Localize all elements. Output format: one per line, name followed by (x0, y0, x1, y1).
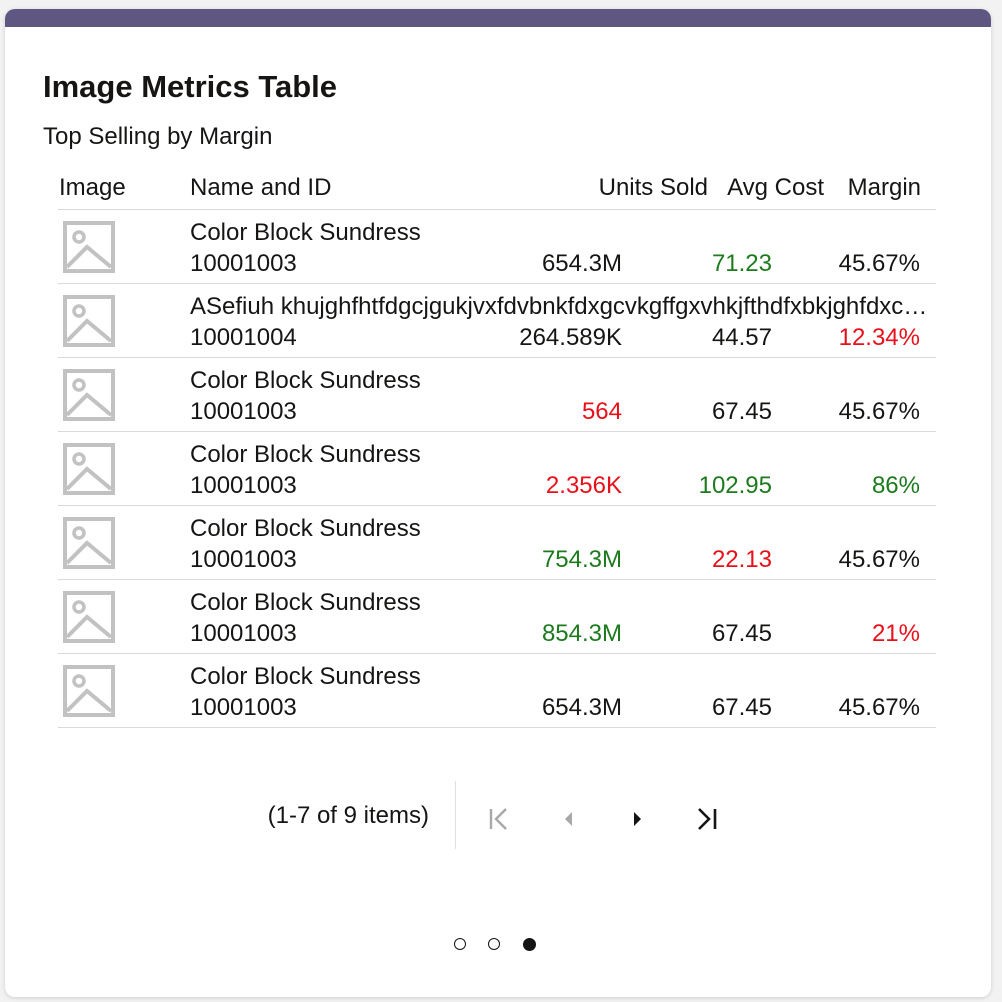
product-id: 10001004 (190, 324, 297, 351)
next-page-icon (634, 812, 641, 826)
units-sold-value: 854.3M (541, 620, 622, 647)
pagination-info: (1-7 of 9 items) (267, 802, 429, 829)
image-placeholder-icon (63, 443, 115, 495)
image-placeholder-icon (63, 221, 115, 273)
units-sold-value: 654.3M (541, 250, 622, 277)
product-name: Color Block Sundress (190, 219, 421, 246)
last-page-icon (698, 808, 717, 830)
margin-value: 21% (871, 620, 920, 647)
table-row[interactable]: Color Block Sundress 10001003 754.3M 22.13 4… (58, 506, 936, 580)
pagination-divider (455, 781, 456, 849)
avg-cost-value: 102.95 (698, 472, 772, 499)
table-header: Image Name and ID Units Sold Avg Cost Ma… (58, 169, 936, 210)
column-header-avg-cost: Avg Cost (727, 174, 824, 201)
previous-page-icon (565, 812, 572, 826)
margin-value: 12.34% (838, 324, 920, 351)
product-id: 10001003 (190, 694, 297, 721)
avg-cost-value: 67.45 (711, 398, 772, 425)
last-page-button[interactable] (689, 801, 725, 837)
margin-value: 45.67% (838, 250, 920, 277)
margin-value: 45.67% (838, 398, 920, 425)
avg-cost-value: 22.13 (711, 546, 772, 573)
card-header-band (5, 9, 991, 27)
carousel-dot[interactable] (454, 938, 466, 950)
avg-cost-value: 67.45 (711, 694, 772, 721)
product-id: 10001003 (190, 620, 297, 647)
image-placeholder-icon (63, 369, 115, 421)
column-header-name: Name and ID (190, 174, 332, 201)
avg-cost-value: 44.57 (711, 324, 772, 351)
product-name: ASefiuh khujghfhtfdgcjgukjvxfdvbnkfdxgcv… (190, 293, 930, 320)
previous-page-button[interactable] (551, 801, 587, 837)
carousel-dot[interactable] (488, 938, 500, 950)
avg-cost-value: 71.23 (711, 250, 772, 277)
image-placeholder-icon (63, 295, 115, 347)
table-row[interactable]: Color Block Sundress 10001003 654.3M 67.45 4… (58, 654, 936, 728)
first-page-icon (489, 808, 507, 830)
metrics-card: Image Metrics Table Top Selling by Margi… (5, 9, 991, 997)
product-name: Color Block Sundress (190, 441, 421, 468)
product-id: 10001003 (190, 250, 297, 277)
product-name: Color Block Sundress (190, 515, 421, 542)
first-page-button[interactable] (481, 801, 517, 837)
avg-cost-value: 67.45 (711, 620, 772, 647)
margin-value: 45.67% (838, 546, 920, 573)
pagination: (1-7 of 9 items) (5, 781, 991, 851)
card-subtitle: Top Selling by Margin (43, 123, 273, 150)
product-name: Color Block Sundress (190, 589, 421, 616)
product-name: Color Block Sundress (190, 663, 421, 690)
image-placeholder-icon (63, 591, 115, 643)
product-id: 10001003 (190, 472, 297, 499)
product-id: 10001003 (190, 546, 297, 573)
units-sold-value: 264.589K (519, 324, 622, 351)
carousel-indicator (5, 937, 991, 953)
carousel-dot[interactable] (523, 938, 536, 951)
table-row[interactable]: Color Block Sundress 10001003 854.3M 67.45 2… (58, 580, 936, 654)
image-placeholder-icon (63, 517, 115, 569)
column-header-units-sold: Units Sold (598, 174, 708, 201)
card-title: Image Metrics Table (43, 69, 338, 104)
metrics-table: Image Name and ID Units Sold Avg Cost Ma… (58, 169, 936, 728)
table-body: Color Block Sundress 10001003 654.3M 71.23 4… (58, 210, 936, 728)
column-header-margin: Margin (847, 174, 921, 201)
table-row[interactable]: Color Block Sundress 10001003 564 67.45 45.6… (58, 358, 936, 432)
table-row[interactable]: Color Block Sundress 10001003 654.3M 71.23 4… (58, 210, 936, 284)
units-sold-value: 2.356K (545, 472, 622, 499)
image-placeholder-icon (63, 665, 115, 717)
table-row[interactable]: Color Block Sundress 10001003 2.356K 102.95… (58, 432, 936, 506)
units-sold-value: 754.3M (541, 546, 622, 573)
units-sold-value: 654.3M (541, 694, 622, 721)
margin-value: 86% (871, 472, 920, 499)
table-row[interactable]: ASefiuh khujghfhtfdgcjgukjvxfdvbnkfdxgcv… (58, 284, 936, 358)
column-header-image: Image (59, 174, 126, 201)
margin-value: 45.67% (838, 694, 920, 721)
units-sold-value: 564 (581, 398, 622, 425)
product-name: Color Block Sundress (190, 367, 421, 394)
next-page-button[interactable] (619, 801, 655, 837)
product-id: 10001003 (190, 398, 297, 425)
